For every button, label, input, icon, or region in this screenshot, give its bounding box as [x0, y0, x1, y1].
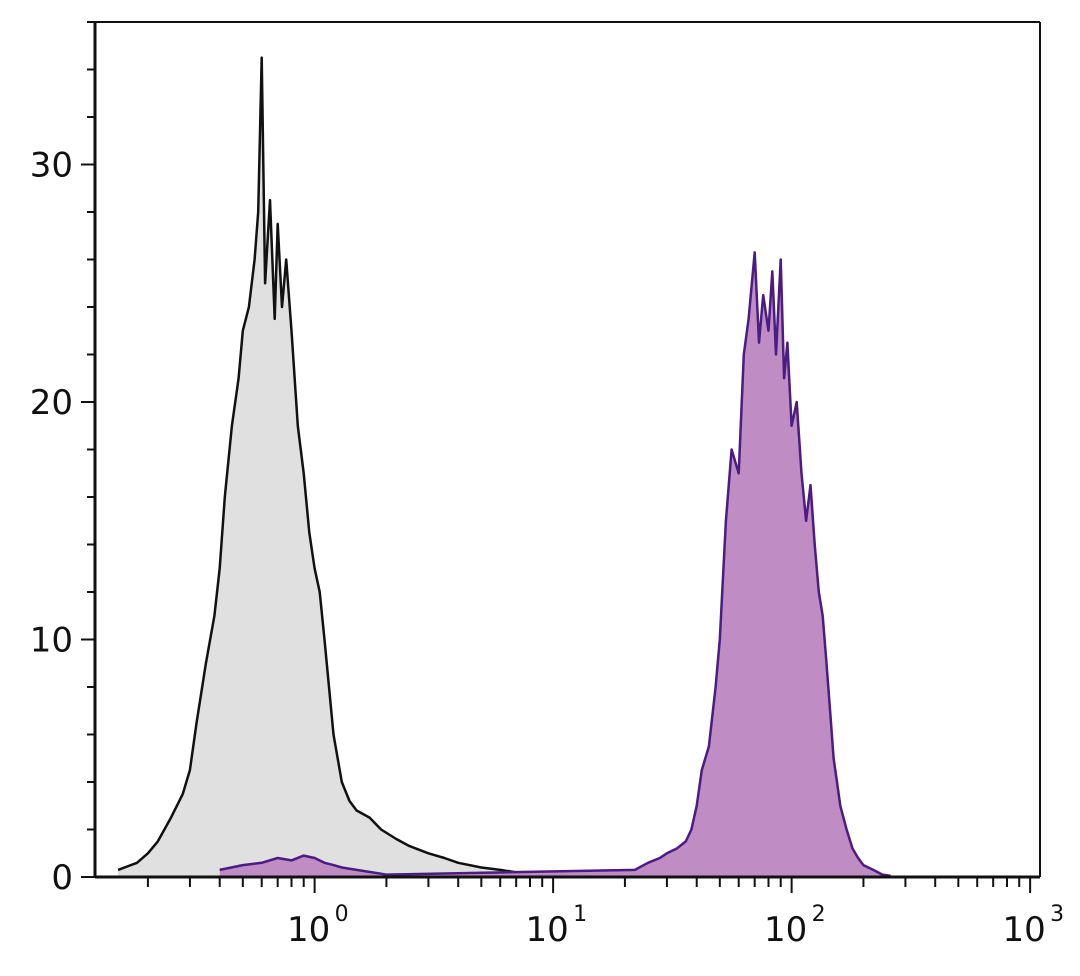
series-0-area — [118, 57, 572, 878]
x-tick-label-10-1: 10 1 — [525, 902, 587, 950]
y-tick-label-0: 0 — [51, 858, 73, 898]
x-tick-exponent: 2 — [812, 902, 826, 927]
x-tick-label-10-2: 10 2 — [764, 902, 826, 950]
x-tick-base: 10 — [525, 910, 568, 950]
x-tick-exponent: 3 — [1050, 902, 1064, 927]
series-0-line — [117, 56, 573, 878]
series-1-area — [219, 252, 891, 877]
series-1-line — [219, 251, 891, 878]
y-tick-label-20: 20 — [30, 383, 73, 423]
y-tick-label-30: 30 — [30, 146, 73, 186]
y-tick-label-10: 10 — [30, 621, 73, 661]
x-tick-exponent: 1 — [573, 902, 587, 927]
x-tick-base: 10 — [1002, 910, 1045, 950]
x-tick-label-10-0: 10 0 — [287, 902, 349, 950]
ticks-layer — [81, 21, 1032, 893]
x-tick-base: 10 — [764, 910, 807, 950]
x-tick-exponent: 0 — [335, 902, 349, 927]
series-layer — [117, 56, 891, 878]
x-tick-base: 10 — [287, 910, 330, 950]
x-tick-label-10-3: 10 3 — [1002, 902, 1064, 950]
